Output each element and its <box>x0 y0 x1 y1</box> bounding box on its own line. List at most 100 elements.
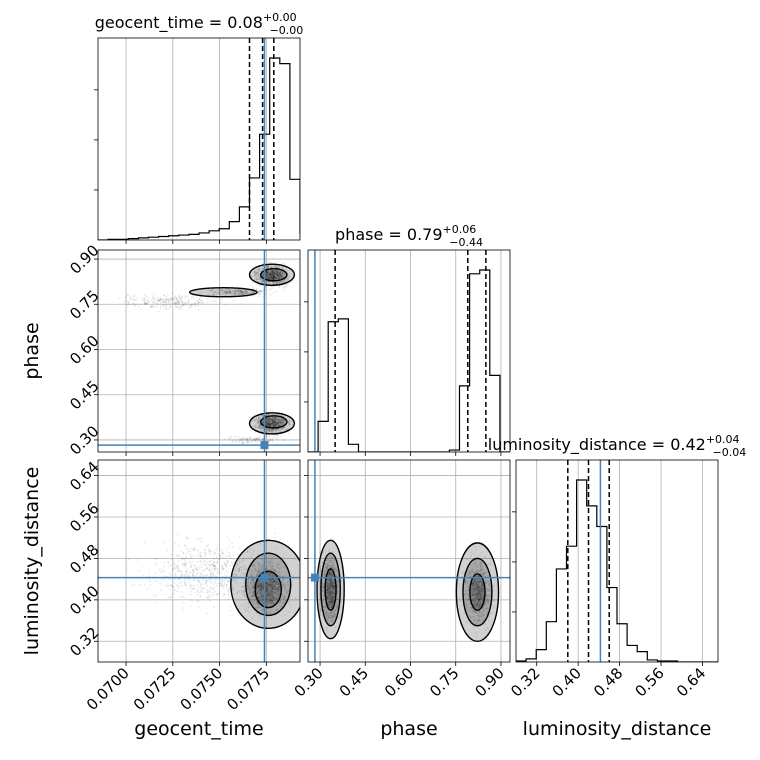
sample-point <box>208 553 211 555</box>
sample-point <box>212 593 215 596</box>
sample-point <box>271 429 274 432</box>
sample-point <box>169 588 171 591</box>
sample-point <box>259 426 262 428</box>
sample-point <box>257 432 260 435</box>
sample-point <box>279 424 282 427</box>
sample-point <box>274 276 277 279</box>
sample-point <box>276 272 278 275</box>
sample-point <box>259 289 261 292</box>
sample-point <box>271 416 274 419</box>
sample-point <box>267 424 269 426</box>
sample-point <box>237 290 240 293</box>
sample-point <box>151 302 154 305</box>
sample-point <box>277 429 280 431</box>
sample-point <box>273 417 276 420</box>
sample-point <box>268 416 271 419</box>
sample-point <box>152 296 154 298</box>
sample-point <box>221 583 224 586</box>
sample-point <box>268 437 271 440</box>
sample-point <box>181 300 184 303</box>
sample-point <box>270 424 272 427</box>
truth-marker <box>260 573 269 582</box>
sample-point <box>182 552 185 555</box>
sample-point <box>183 581 186 584</box>
sample-point <box>270 424 272 426</box>
sample-point <box>181 304 184 306</box>
sample-point <box>160 571 162 573</box>
sample-point <box>222 289 224 292</box>
sample-point <box>205 574 208 576</box>
sample-point <box>197 537 200 540</box>
sample-point <box>182 595 185 598</box>
sample-point <box>272 271 275 274</box>
sample-point <box>269 269 271 272</box>
sample-point <box>261 274 264 277</box>
sample-point <box>271 422 274 425</box>
sample-point <box>146 588 149 590</box>
sample-point <box>151 300 154 303</box>
sample-point <box>267 420 270 423</box>
sample-point <box>184 300 187 303</box>
sample-point <box>259 289 262 292</box>
sample-point <box>265 276 268 278</box>
sample-point <box>279 420 281 423</box>
sample-point <box>167 562 170 564</box>
sample-point <box>229 597 232 599</box>
sample-point <box>172 585 175 588</box>
sample-point <box>172 299 175 302</box>
sample-point <box>269 274 271 276</box>
sample-point <box>269 429 272 432</box>
sample-point <box>224 578 227 581</box>
sample-point <box>190 295 193 298</box>
sample-point <box>267 417 270 420</box>
sample-point <box>277 428 279 431</box>
sample-point <box>188 306 191 309</box>
sample-point <box>259 427 262 430</box>
sample-point <box>281 270 283 273</box>
sample-point <box>279 418 282 421</box>
sample-point <box>177 585 180 587</box>
sample-point <box>277 421 279 424</box>
sample-point <box>269 430 272 433</box>
sample-point <box>277 274 279 277</box>
xtick-label: 0.32 <box>507 664 543 700</box>
sample-point <box>268 275 271 278</box>
sample-point <box>186 302 189 305</box>
ytick-label: 0.45 <box>66 377 102 413</box>
sample-point <box>282 419 284 422</box>
sample-point <box>216 572 219 575</box>
sample-point <box>272 424 275 427</box>
sample-point <box>277 271 279 274</box>
sample-point <box>260 428 263 431</box>
sample-point <box>269 418 271 420</box>
sample-point <box>279 274 282 277</box>
sample-point <box>254 273 257 276</box>
sample-point <box>226 289 229 292</box>
sample-point <box>264 270 267 273</box>
sample-point <box>199 302 202 305</box>
sample-point <box>272 276 275 279</box>
sample-point <box>272 271 275 274</box>
sample-point <box>240 292 243 295</box>
sample-point <box>281 274 284 277</box>
sample-point <box>279 274 282 277</box>
sample-point <box>267 419 269 421</box>
sample-point <box>178 306 181 309</box>
sample-point <box>197 309 200 311</box>
sample-point <box>225 291 227 294</box>
sample-point <box>174 302 177 304</box>
sample-point <box>265 423 268 426</box>
sample-point <box>275 276 278 279</box>
sample-point <box>176 570 179 573</box>
sample-point <box>252 281 254 284</box>
sample-point <box>269 288 272 291</box>
sample-point <box>235 440 238 442</box>
sample-point <box>290 280 293 283</box>
sample-point <box>189 555 192 557</box>
sample-point <box>288 424 291 426</box>
sample-point <box>168 303 171 306</box>
sample-point <box>207 594 210 597</box>
sample-point <box>277 422 280 425</box>
sample-point <box>271 269 274 272</box>
